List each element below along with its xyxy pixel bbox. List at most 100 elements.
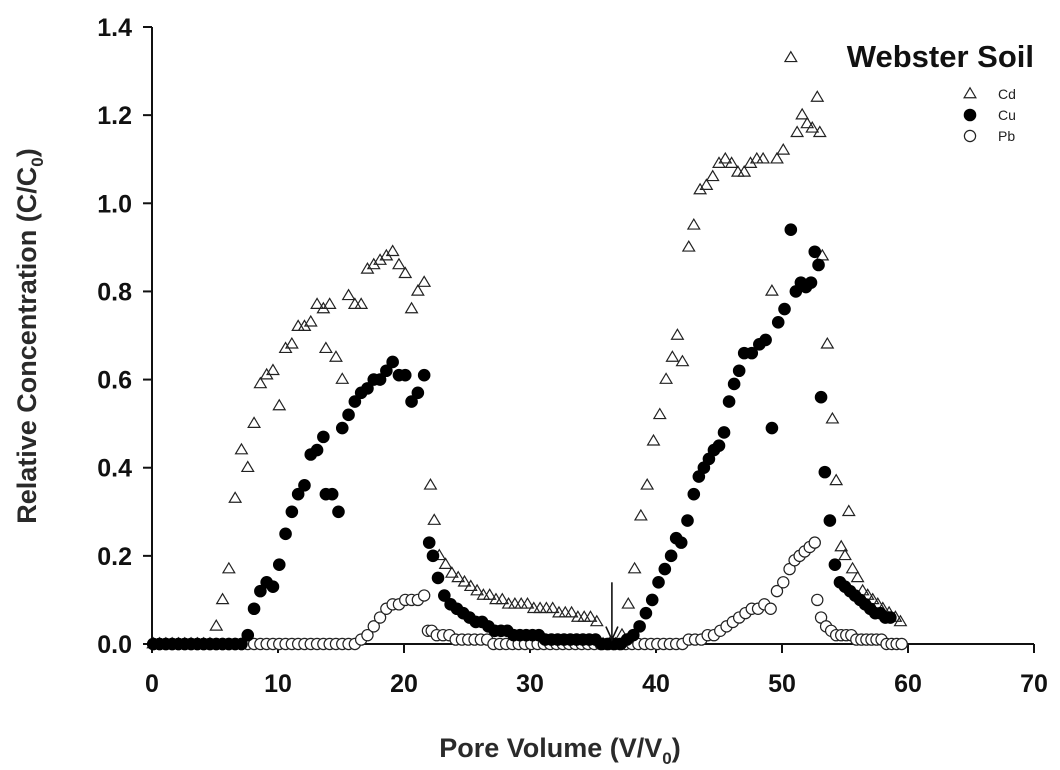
data-point-cd [228,491,243,503]
data-point-cd [404,301,419,314]
data-point-cd [221,561,236,574]
data-point-cd [410,284,425,296]
data-point-cu [298,479,311,492]
data-point-cu [241,628,255,642]
data-point-cu [771,315,785,329]
y-tick-label: 0.6 [97,367,132,395]
data-point-cu [814,390,828,404]
x-tick-label: 50 [768,670,796,698]
data-point-cd [240,460,255,473]
data-point-cd [303,314,318,327]
data-point-cu [335,421,349,435]
data-point-cd [756,151,771,164]
legend: Cd Cu Pb [963,86,1016,144]
data-point-pb [777,576,790,589]
data-point-cd [829,473,844,486]
y-tick-label: 0.8 [97,278,132,306]
data-point-cd [577,610,592,622]
data-point-cd [783,50,798,63]
data-point-cu [411,386,425,400]
x-tick-label: 20 [390,670,418,698]
data-point-cu [812,258,825,272]
y-axis-title-sub: 0 [28,157,47,166]
x-axis-title-main: Pore Volume (V/V [439,733,662,763]
data-point-cd [893,614,908,627]
legend-marker-cd [963,86,977,99]
data-point-cd [284,336,299,349]
data-point-cu [633,620,646,633]
data-point-cd [463,579,478,592]
data-point-cd [699,178,714,190]
data-point-cu [342,408,355,422]
x-tick-label: 60 [894,670,922,698]
data-point-cd [318,341,333,354]
x-ticks: 0 10 20 30 40 50 60 70 [145,644,1048,698]
data-point-cd [790,125,805,138]
y-tick-label: 0.4 [97,455,132,483]
data-point-cd [539,601,554,614]
data-point-cu [722,395,736,408]
data-point-cd [470,583,485,596]
data-point-cd [564,605,579,618]
data-point-cd [776,143,791,155]
data-point-cd [215,592,230,605]
data-point-cu [681,514,694,527]
data-point-cu [808,245,822,259]
data-point-cu [438,589,451,602]
data-point-cu [348,395,362,408]
y-tick-label: 0.2 [97,543,132,571]
data-point-cu [745,346,759,360]
data-point-cd [652,407,667,420]
y-tick-label: 1.2 [97,102,132,130]
data-point-cd [392,257,406,270]
data-point-cu [398,368,412,382]
data-point-cu [828,558,842,571]
data-point-cu [732,364,746,378]
data-point-cd [533,601,548,614]
y-tick-label: 0.0 [97,631,132,659]
data-point-pb [367,620,380,633]
data-point-cu [778,302,791,316]
data-point-cd [335,372,350,384]
data-point-pb [764,602,777,615]
data-point-cd [724,156,739,168]
data-point-cd [770,151,784,164]
data-point-cd [291,319,306,332]
data-point-cd [482,588,497,600]
x-axis-title-sub: 0 [662,749,671,768]
series-cu [146,223,897,651]
data-point-cu [727,377,741,391]
data-point-pb [895,637,908,651]
data-point-pb [808,536,821,549]
data-point-cd [495,592,510,605]
data-point-cu [765,421,779,435]
data-point-cu [884,611,897,624]
data-point-pb [373,611,387,624]
data-point-cd [253,376,268,389]
data-point-cu [823,514,837,527]
data-point-cu [266,580,280,594]
data-point-cd [329,350,343,362]
data-point-cu [674,536,688,549]
y-tick-label: 1.4 [97,14,132,42]
data-point-cd [209,618,224,631]
data-point-cu [279,527,292,541]
data-point-cd [272,398,287,411]
annotation-arrow-head [605,626,619,642]
data-point-cd [810,90,825,102]
data-point-cd [520,596,535,609]
data-point-cu [254,584,267,598]
axes [151,27,1034,645]
data-point-cu [380,364,393,378]
data-point-cd [354,297,369,309]
data-point-cd [825,411,840,424]
legend-label-cu: Cu [998,107,1016,123]
data-point-cu [717,426,731,439]
data-point-cd [838,548,852,561]
data-point-cd [341,288,356,301]
data-point-cd [820,336,835,349]
y-tick-label: 1.0 [97,190,132,218]
data-point-cu [664,549,678,563]
data-point-cu [426,549,440,563]
